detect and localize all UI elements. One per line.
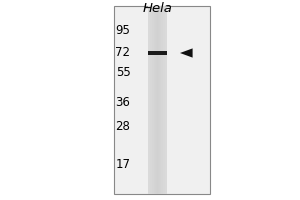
Bar [150, 6, 151, 194]
Bar [161, 6, 162, 194]
Bar [157, 6, 158, 194]
Bar [162, 6, 163, 194]
Text: Hela: Hela [142, 2, 172, 16]
Text: 36: 36 [116, 96, 130, 108]
Bar [148, 51, 167, 55]
Bar [156, 6, 157, 194]
Bar [155, 6, 156, 194]
Bar [159, 6, 160, 194]
Text: 95: 95 [116, 24, 130, 38]
Bar [153, 6, 154, 194]
Bar [151, 6, 152, 194]
Bar [160, 6, 161, 194]
Polygon shape [180, 48, 193, 58]
Bar [154, 6, 155, 194]
Bar [149, 6, 150, 194]
Bar [148, 6, 149, 194]
Bar [152, 6, 153, 194]
Bar [164, 6, 165, 194]
Text: 72: 72 [116, 46, 130, 58]
Bar [114, 6, 210, 194]
Text: 55: 55 [116, 66, 130, 79]
Bar [165, 6, 166, 194]
Text: 28: 28 [116, 119, 130, 132]
Bar [158, 6, 159, 194]
Text: 17: 17 [116, 158, 130, 171]
